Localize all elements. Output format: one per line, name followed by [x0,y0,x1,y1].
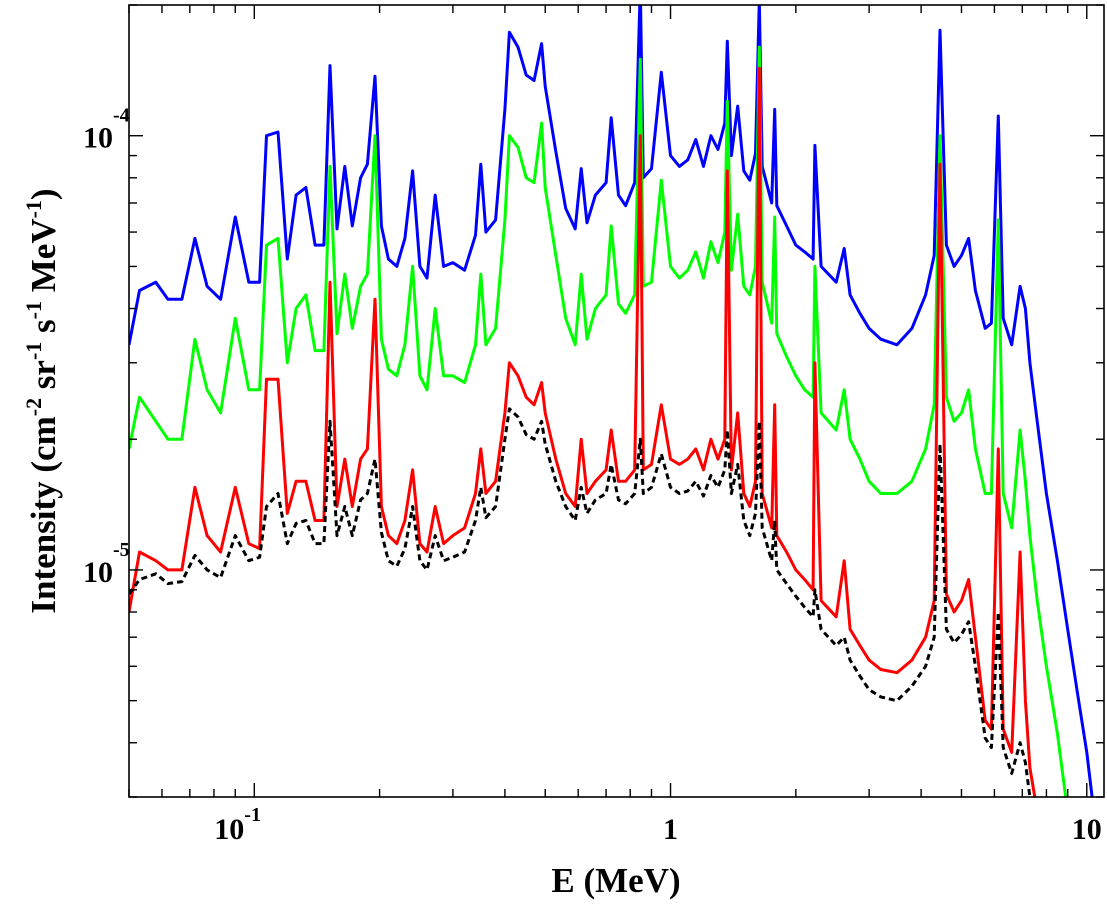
y-axis-title-part-2: sr [24,360,63,398]
y-axis-title-part-8: ) [24,188,63,200]
series-line-4 [129,407,1032,797]
x-tick-label-0: 10-1 [214,804,261,846]
y-axis-title-part-3: -1 [21,342,46,360]
x-tick-label-1: 1 [663,813,678,846]
y-axis-title: Intensity (cm-2 sr-1 s-1 MeV-1) [21,188,63,613]
plot-background [129,5,1104,797]
plot-frame [128,4,1105,798]
series-layer [129,5,1094,797]
y-axis-title-part-7: -1 [21,200,46,218]
x-axis-title: E (MeV) [551,861,680,900]
y-tick-label-1: 10-4 [83,105,130,155]
x-tick-label-2: 10 [1072,813,1102,846]
y-axis-title-part-6: MeV [24,218,63,301]
series-line-2 [129,45,1068,797]
series-line-3 [129,66,1037,797]
y-axis-title-part-4: s [24,319,63,341]
y-tick-label-0: 10-5 [83,539,130,589]
y-tick-labels: 10-5 10-4 [83,105,130,589]
y-axis-title-part-5: -1 [21,301,46,319]
x-tick-labels: 10-1 1 10 [214,804,1101,846]
y-axis-title-part-1: -2 [21,398,46,416]
y-axis-title-part-0: Intensity (cm [24,416,63,613]
tick-layer [128,4,1104,798]
